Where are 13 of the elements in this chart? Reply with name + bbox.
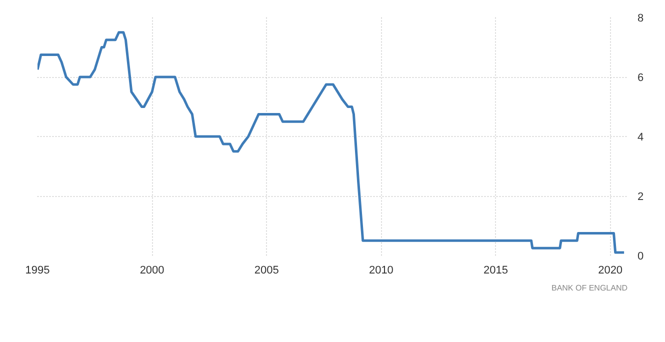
x-tick-label: 2010 [368, 264, 394, 276]
line-series [38, 31, 626, 254]
x-tick-label: 1995 [25, 264, 50, 276]
x-tick-label: 2000 [140, 264, 164, 276]
y-tick-label: 2 [638, 191, 644, 203]
x-tick-label: 2020 [598, 264, 623, 276]
text: BANK OF ENGLAND [551, 284, 628, 292]
x-tick-label: 2005 [254, 264, 279, 276]
y-tick-label: 6 [638, 72, 644, 84]
x-tick-label: 2015 [484, 264, 508, 276]
y-tick-label: 4 [638, 132, 644, 144]
y-tick-label: 0 [638, 250, 644, 262]
y-tick-label: 8 [638, 12, 644, 24]
